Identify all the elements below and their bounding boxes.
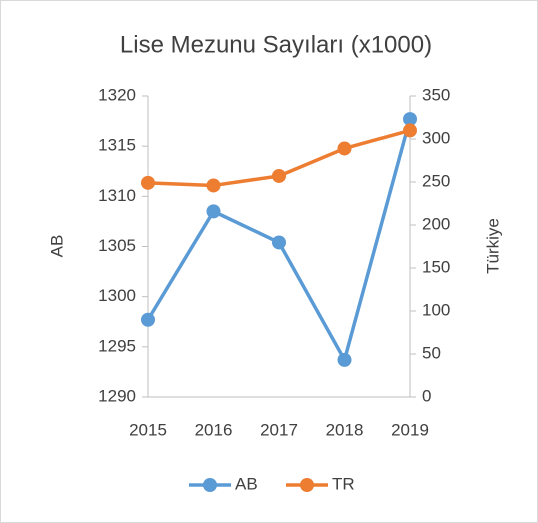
y2-tick-label: 100	[422, 300, 450, 319]
y-tick-label: 1290	[98, 386, 136, 405]
legend-marker	[300, 478, 314, 492]
legend-label: AB	[235, 474, 258, 493]
data-point	[206, 204, 221, 219]
y2-axis-label: Türkiye	[483, 218, 502, 274]
y2-tick-label: 250	[422, 171, 450, 190]
data-point	[403, 112, 417, 127]
x-tick-label: 2019	[391, 420, 429, 439]
x-tick-label: 2016	[195, 420, 233, 439]
y2-tick-label: 0	[422, 386, 431, 405]
y-tick-label: 1320	[98, 85, 136, 104]
y2-tick-label: 150	[422, 257, 450, 276]
y2-tick-label: 50	[422, 343, 441, 362]
data-point	[272, 235, 286, 250]
y-tick-label: 1295	[98, 336, 136, 355]
legend-label: TR	[332, 474, 355, 493]
x-tick-label: 2015	[129, 420, 167, 439]
y2-tick-label: 200	[422, 214, 450, 233]
data-point	[337, 352, 352, 367]
data-point	[337, 141, 352, 156]
legend-marker	[203, 478, 217, 492]
y2-tick-label: 350	[422, 85, 450, 104]
y-tick-label: 1310	[98, 186, 136, 205]
y2-tick-label: 300	[422, 128, 450, 147]
x-tick-label: 2018	[326, 420, 364, 439]
y-axis-label: AB	[47, 235, 66, 258]
data-point	[206, 178, 221, 193]
chart-title: Lise Mezunu Sayıları (x1000)	[120, 31, 432, 58]
y-tick-label: 1315	[98, 136, 136, 155]
data-point	[141, 312, 155, 327]
x-tick-label: 2017	[260, 420, 298, 439]
y-tick-label: 1305	[98, 236, 136, 255]
data-point	[141, 175, 155, 190]
data-point	[403, 123, 417, 138]
y-tick-label: 1300	[98, 286, 136, 305]
data-point	[272, 168, 286, 183]
